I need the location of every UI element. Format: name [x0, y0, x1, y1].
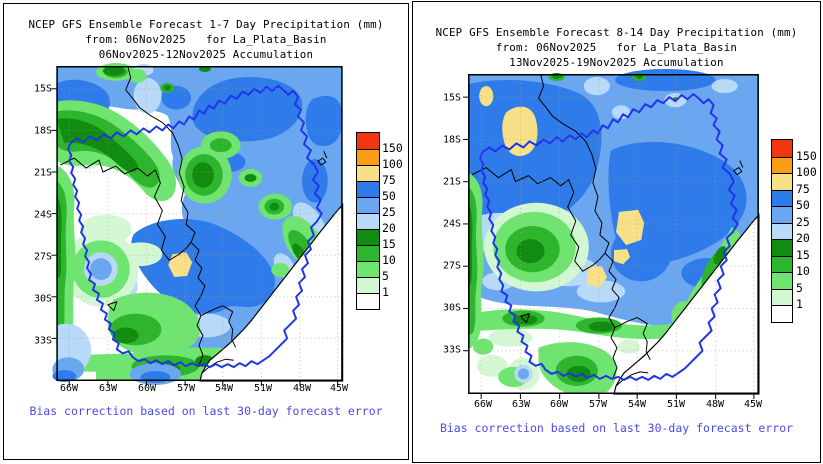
page-title: NCEP GFS Ensemble Forecast 8-14 Day Prec…: [435, 26, 798, 39]
colorbar-cell-gt-25: [772, 206, 792, 223]
colorbar-cell-gt-1: [357, 277, 379, 293]
colorbar-cell-gt-75: [772, 173, 792, 190]
lon-label-45W: 45W: [329, 383, 349, 394]
lat-label-33S: 33S: [33, 335, 52, 346]
lon-label-48W: 48W: [705, 399, 725, 410]
colorbar-label-1: 1: [382, 285, 389, 299]
title-accum-period: 06Nov2025-12Nov2025 Accumulation: [98, 48, 314, 61]
colorbar-label-15: 15: [796, 247, 810, 262]
lat-label-27S: 27S: [442, 260, 461, 272]
lon-label-54W: 54W: [214, 383, 234, 394]
colorbar-cell-gt-100: [772, 156, 792, 173]
title-accum-period: 13Nov2025-19Nov2025 Accumulation: [509, 56, 724, 69]
lon-label-63W: 63W: [511, 399, 531, 410]
colorbar-cell-gt-1: [772, 288, 792, 305]
colorbar-cell-gt-50: [357, 181, 379, 197]
title-init-date: from: 06Nov2025 for La_Plata_Basin: [495, 41, 738, 54]
colorbar-cell-gt-15: [357, 229, 379, 245]
colorbar-label-75: 75: [796, 181, 810, 196]
lat-label-27S: 27S: [33, 251, 52, 262]
lat-label-15S: 15S: [33, 83, 52, 95]
colorbar-label-100: 100: [382, 157, 403, 171]
colorbar-cell-gt-50: [772, 189, 792, 206]
lon-label-45W: 45W: [743, 399, 763, 410]
bias-correction-note: Bias correction based on last 30-day for…: [439, 421, 794, 435]
colorbar-cell-min: [772, 305, 792, 322]
lon-label-48W: 48W: [292, 383, 312, 394]
precip-map-day8-14: [462, 68, 760, 400]
colorbar-label-25: 25: [382, 205, 396, 219]
colorbar-cell-gt-75: [357, 165, 379, 181]
lon-label-57W: 57W: [176, 383, 196, 394]
colorbar-label-25: 25: [796, 214, 810, 229]
colorbar-label-50: 50: [382, 189, 396, 203]
lat-label-21S: 21S: [442, 176, 461, 188]
lat-label-33S: 33S: [442, 344, 461, 356]
precip-field: [468, 68, 759, 394]
lat-label-30S: 30S: [442, 302, 461, 314]
local-max-75mm: [502, 106, 538, 157]
colorbar-label-1: 1: [796, 297, 803, 311]
colorbar-cell-gt-25: [357, 197, 379, 213]
colorbar-label-100: 100: [796, 165, 817, 179]
lon-label-60W: 60W: [549, 399, 569, 410]
bias-correction-note: Bias correction based on last 30-day for…: [29, 404, 383, 418]
lat-label-24S: 24S: [442, 218, 461, 230]
panel-forecast-day8-14: NCEP GFS Ensemble Forecast 8-14 Day Prec…: [412, 1, 821, 463]
colorbar-label-20: 20: [382, 221, 396, 235]
colorbar-label-15: 15: [382, 237, 396, 251]
green-bands: [468, 72, 743, 394]
local-max-75mm: [614, 249, 631, 265]
lat-label-18S: 18S: [33, 125, 52, 136]
lon-label-66W: 66W: [473, 399, 493, 410]
precip-colorbar: [771, 139, 793, 323]
lat-label-15S: 15S: [442, 92, 461, 104]
lat-label-30S: 30S: [33, 293, 52, 304]
lat-label-18S: 18S: [442, 134, 461, 146]
title-init-date: from: 06Nov2025 for La_Plata_Basin: [85, 33, 327, 46]
colorbar-cell-gt-100: [357, 149, 379, 165]
lon-label-57W: 57W: [588, 399, 608, 410]
local-max-75mm: [168, 252, 193, 277]
local-max-75mm: [586, 266, 607, 288]
colorbar-cell-gt-150: [772, 140, 792, 157]
lon-label-54W: 54W: [627, 399, 647, 410]
colorbar-label-150: 150: [796, 148, 817, 163]
colorbar-cell-gt-150: [357, 133, 379, 149]
colorbar-cell-gt-5: [772, 272, 792, 289]
precip-colorbar: [356, 132, 380, 310]
colorbar-label-75: 75: [382, 173, 396, 187]
colorbar-cell-gt-10: [357, 245, 379, 261]
page-title: NCEP GFS Ensemble Forecast 1-7 Day Preci…: [28, 18, 384, 31]
colorbar-label-50: 50: [796, 198, 810, 212]
colorbar-cell-gt-5: [357, 261, 379, 277]
colorbar-label-20: 20: [796, 231, 810, 245]
lon-label-51W: 51W: [253, 383, 273, 394]
colorbar-cell-gt-15: [772, 239, 792, 256]
local-max-75mm: [479, 86, 494, 107]
colorbar-label-10: 10: [382, 253, 396, 267]
colorbar-cell-gt-10: [772, 255, 792, 272]
colorbar-cell-min: [357, 293, 379, 309]
colorbar-cell-gt-20: [357, 213, 379, 229]
precip-map-day1-7: [50, 63, 344, 387]
colorbar-label-10: 10: [796, 264, 810, 278]
colorbar-label-5: 5: [382, 269, 389, 283]
panel-forecast-day1-7: NCEP GFS Ensemble Forecast 1-7 Day Preci…: [3, 3, 409, 460]
lat-label-21S: 21S: [33, 167, 52, 178]
colorbar-label-150: 150: [382, 141, 403, 155]
lon-label-51W: 51W: [666, 399, 686, 410]
heavy-band-50: [468, 68, 747, 289]
lat-label-24S: 24S: [33, 209, 52, 220]
colorbar-label-5: 5: [796, 280, 803, 295]
colorbar-cell-gt-20: [772, 222, 792, 239]
